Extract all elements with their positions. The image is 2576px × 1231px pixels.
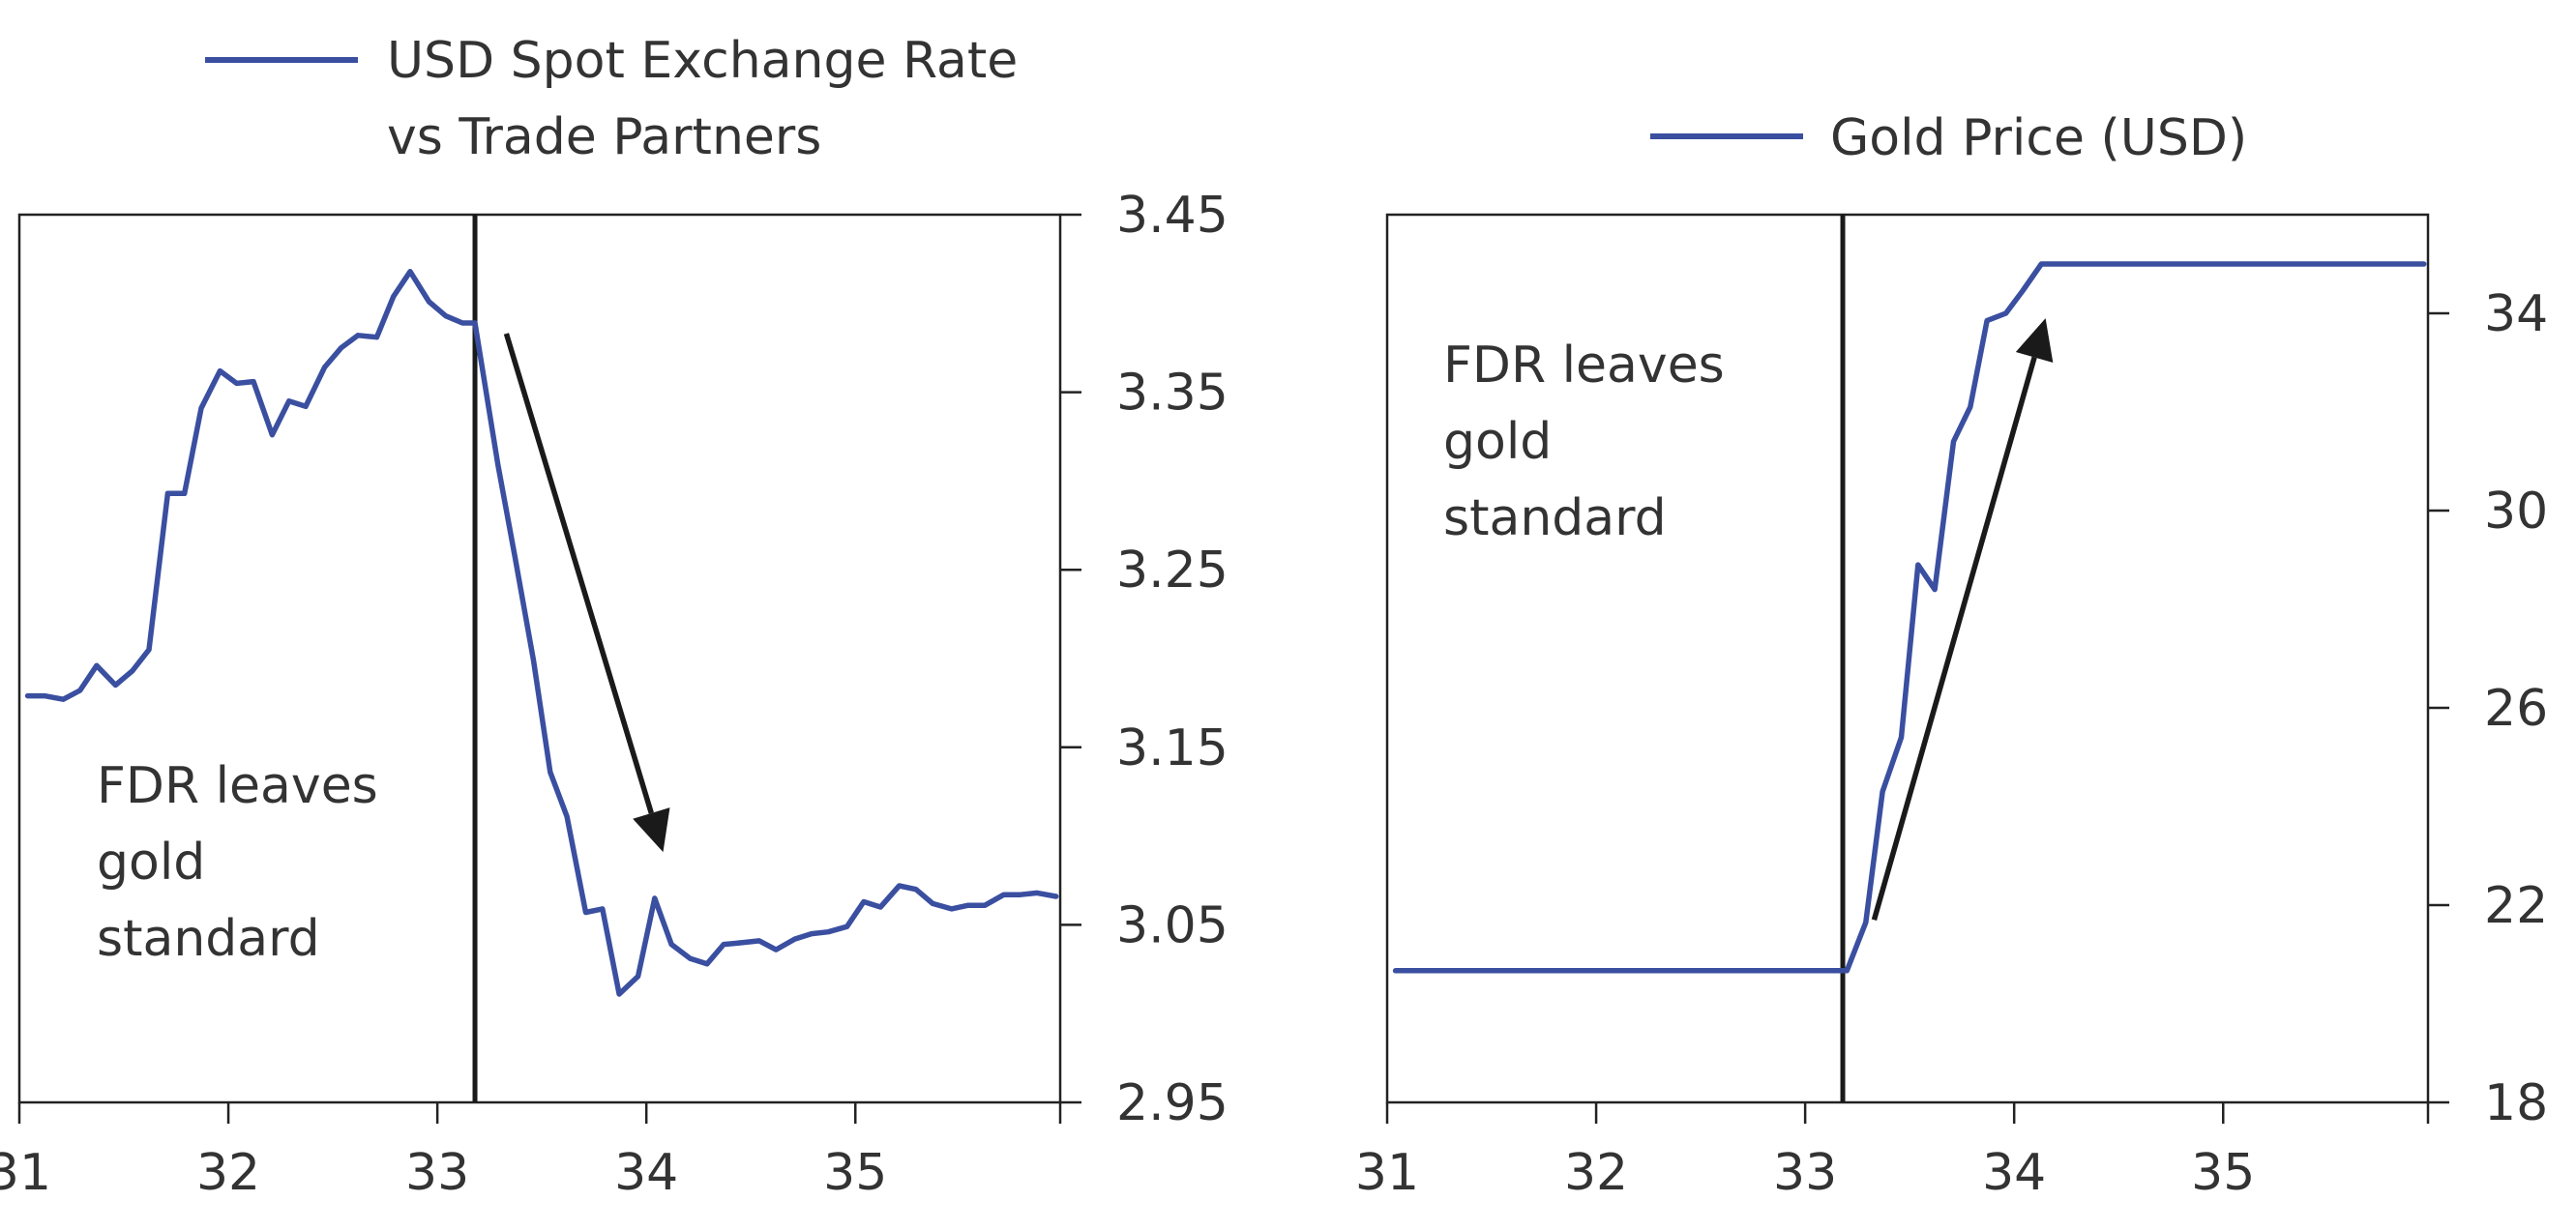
- y-tick-label: 3.25: [1116, 542, 1229, 600]
- trend-arrow: [503, 333, 654, 814]
- x-tick-label: 34: [614, 1144, 678, 1202]
- x-tick-label: 33: [405, 1144, 469, 1202]
- y-tick-label: 26: [2484, 680, 2548, 738]
- y-tick-label: 22: [2484, 877, 2548, 935]
- x-tick-label: 35: [2191, 1144, 2255, 1202]
- x-tick-label: 31: [1355, 1144, 1419, 1202]
- event-annotation: gold: [1443, 413, 1552, 471]
- x-tick-label: 31: [0, 1144, 51, 1202]
- legend-label: USD Spot Exchange Rate: [387, 32, 1018, 90]
- event-annotation: standard: [1443, 489, 1667, 547]
- x-tick-label: 32: [1564, 1144, 1628, 1202]
- event-annotation: FDR leaves: [97, 757, 378, 815]
- trend-arrow-head: [633, 807, 670, 853]
- y-tick-label: 18: [2484, 1074, 2548, 1132]
- trend-arrow-head: [2015, 318, 2054, 363]
- y-tick-label: 30: [2484, 483, 2548, 541]
- y-tick-label: 2.95: [1116, 1074, 1229, 1132]
- y-tick-label: 3.15: [1116, 719, 1229, 777]
- legend-label: Gold Price (USD): [1830, 109, 2247, 167]
- plot-frame: [1385, 213, 2430, 1104]
- chart-panel-1: USD Spot Exchange Rate vs Trade Partners 3…: [0, 32, 1229, 1202]
- trend-arrow: [1871, 356, 2037, 922]
- x-tick-label: 35: [823, 1144, 887, 1202]
- chart-panel-2: Gold Price (USD) 31 32 33 34 35 34 30 26 22 18 FDR …: [1355, 109, 2548, 1202]
- x-tick-label: 32: [196, 1144, 260, 1202]
- event-annotation: FDR leaves: [1443, 337, 1725, 395]
- y-tick-label: 34: [2484, 285, 2548, 343]
- y-tick-label: 3.05: [1116, 896, 1229, 954]
- y-tick-label: 3.45: [1116, 187, 1229, 245]
- plot-frame: [17, 213, 1062, 1104]
- series-line: [1392, 261, 2427, 974]
- legend-label: vs Trade Partners: [387, 108, 821, 166]
- series-line: [24, 269, 1059, 997]
- x-tick-label: 33: [1773, 1144, 1837, 1202]
- event-annotation: standard: [97, 910, 320, 968]
- y-tick-label: 3.35: [1116, 365, 1229, 423]
- event-annotation: gold: [97, 834, 205, 892]
- x-tick-label: 34: [1982, 1144, 2046, 1202]
